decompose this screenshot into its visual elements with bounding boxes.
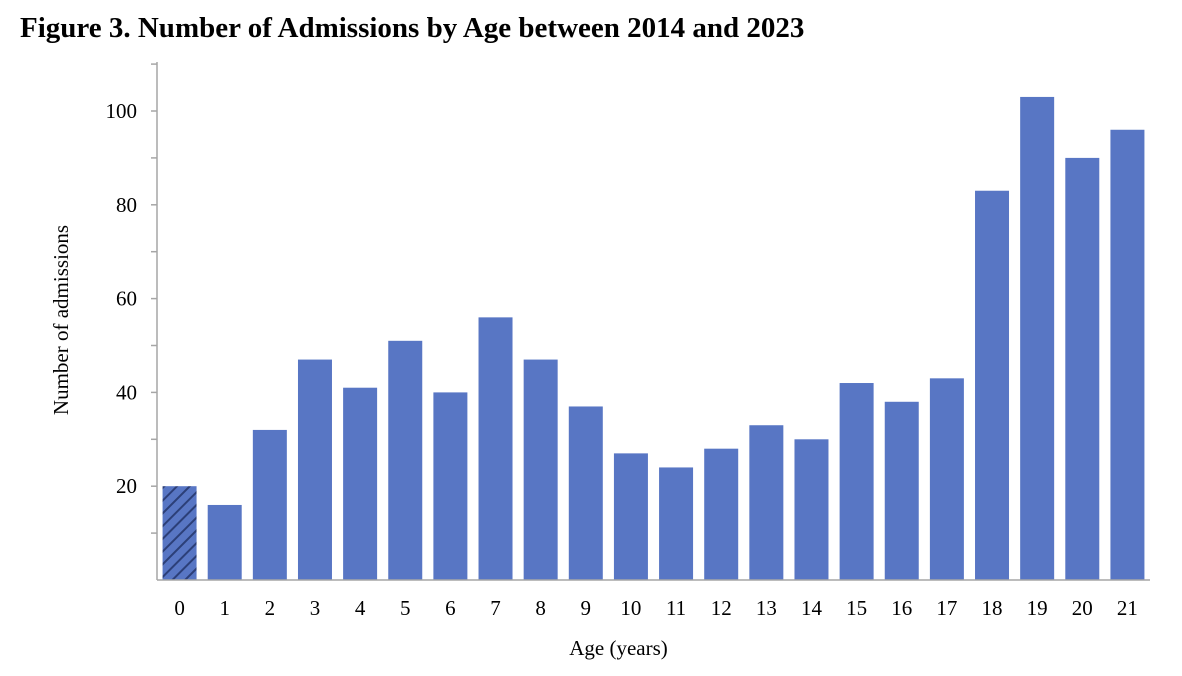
x-tick-label: 14 [801,596,823,620]
bar-age-19 [1020,96,1055,581]
x-tick-label: 5 [400,596,411,620]
bar-age-15 [839,383,874,580]
bar-age-1 [207,504,242,580]
bar-age-13 [749,425,784,580]
x-tick-label: 7 [490,596,501,620]
bar-age-6 [433,392,468,580]
x-tick-label: 10 [620,596,641,620]
bar-age-5 [388,340,423,580]
x-tick-label: 12 [711,596,732,620]
x-tick-label: 21 [1117,596,1138,620]
x-tick-label: 19 [1027,596,1048,620]
y-tick-label: 60 [116,287,137,311]
bar-age-14 [794,439,829,580]
x-tick-label: 6 [445,596,456,620]
x-tick-label: 1 [219,596,230,620]
bar-age-0 [162,486,197,580]
x-tick-label: 17 [936,596,957,620]
x-tick-label: 18 [982,596,1003,620]
x-tick-label: 8 [535,596,546,620]
y-tick-label: 100 [106,99,138,123]
x-tick-label: 3 [310,596,321,620]
x-tick-label: 15 [846,596,867,620]
bar-age-4 [343,387,378,580]
bar-age-17 [929,378,964,580]
bar-age-11 [659,467,694,580]
bar-age-8 [523,359,558,580]
y-tick-label: 20 [116,474,137,498]
y-axis-label: Number of admissions [49,225,73,415]
bar-age-10 [613,453,648,580]
bar-age-20 [1065,157,1100,580]
x-tick-label: 20 [1072,596,1093,620]
bar-age-9 [568,406,603,580]
bar-age-7 [478,317,513,580]
bar-age-3 [297,359,332,580]
x-tick-label: 16 [891,596,912,620]
y-tick-label: 40 [116,380,137,404]
bar-age-2 [252,429,287,580]
x-tick-label: 9 [581,596,592,620]
bar-age-16 [884,401,919,580]
x-tick-label: 13 [756,596,777,620]
chart-title: Figure 3. Number of Admissions by Age be… [20,12,805,44]
bar-age-21 [1110,129,1145,580]
y-tick-label: 80 [116,193,137,217]
x-tick-label: 11 [666,596,686,620]
x-tick-label: 4 [355,596,366,620]
bar-age-12 [704,448,739,580]
x-tick-label: 0 [174,596,185,620]
x-axis-label: Age (years) [569,636,668,660]
x-tick-label: 2 [265,596,276,620]
bar-age-18 [975,190,1010,581]
